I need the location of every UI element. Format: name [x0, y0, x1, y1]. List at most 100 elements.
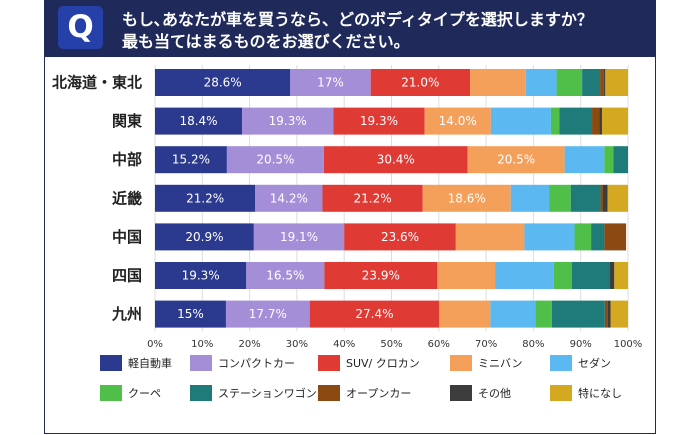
- legend-swatch: [550, 385, 572, 401]
- bar-segment: [290, 69, 371, 96]
- bar-segment: [155, 146, 227, 174]
- x-tick-labels: 0% 10% 20% 30% 40% 50% 60% 70% 80% 90% 100%: [147, 339, 642, 350]
- x-tick-label: 30%: [286, 339, 308, 350]
- category-label: 北海道・東北: [52, 74, 142, 92]
- bar-segment: [155, 223, 254, 251]
- bar-segment: [323, 146, 468, 174]
- legend-swatch: [450, 385, 472, 401]
- legend-label: その他: [478, 387, 511, 400]
- bar-segment: [556, 69, 583, 96]
- bar-segment: [155, 69, 291, 96]
- bar-segment: [455, 223, 525, 251]
- bar-segment: [535, 300, 552, 328]
- bar-segment: [604, 300, 608, 328]
- data-label: 21.2%: [354, 191, 392, 205]
- bar-segment: [525, 69, 557, 96]
- bar-segment: [604, 223, 627, 251]
- bar-segment: [599, 107, 602, 135]
- data-label: 20.9%: [185, 230, 223, 244]
- category-label: 近畿: [112, 189, 142, 207]
- question-text-line-1: もし､あなたが車を買うなら、どのボディタイプを選択しますか？: [122, 10, 593, 29]
- x-tick-label: 40%: [333, 339, 355, 350]
- question-header: [44, 0, 656, 57]
- data-label: 17%: [317, 76, 344, 90]
- bar-segment: [495, 262, 554, 289]
- bar-segment: [570, 184, 601, 212]
- bar-segment: [255, 184, 323, 212]
- bar-segment: [551, 300, 605, 328]
- data-label: 23.9%: [362, 269, 400, 283]
- bar-segment: [155, 184, 256, 212]
- bar-segment: [226, 146, 324, 174]
- data-label: 19.1%: [280, 230, 318, 244]
- bar-segment: [510, 184, 550, 212]
- legend-label: 特になし: [578, 386, 622, 400]
- legend-label: ステーションワゴン: [218, 386, 317, 400]
- bar-segment: [604, 146, 614, 174]
- data-label: 20.5%: [256, 153, 294, 167]
- legend-swatch: [190, 355, 212, 371]
- bar-segment: [490, 300, 536, 328]
- bar-segment: [155, 107, 243, 135]
- bar-segment: [559, 107, 593, 135]
- question-text-line-2: 最も当てはまるものをお選びください。: [122, 32, 410, 51]
- bar-segment: [591, 223, 605, 251]
- bar-segment: [571, 262, 611, 289]
- x-tick-label: 20%: [238, 339, 260, 350]
- bar-segment: [490, 107, 551, 135]
- bar-segment: [550, 107, 560, 135]
- x-tick-label: 90%: [570, 339, 592, 350]
- legend-swatch: [100, 385, 122, 401]
- data-label: 19.3%: [269, 114, 307, 128]
- bar-segment: [613, 146, 628, 174]
- legend-label: SUV/ クロカン: [346, 357, 420, 370]
- bar-segment: [246, 262, 325, 289]
- legend-swatch: [318, 355, 340, 371]
- bar-segment: [439, 300, 491, 328]
- bar-segment: [602, 184, 608, 212]
- data-label: 30.4%: [377, 153, 415, 167]
- bar-segment: [582, 69, 601, 96]
- legend-swatch: [550, 355, 572, 371]
- data-label: 18.4%: [179, 114, 217, 128]
- bar-segment: [600, 69, 604, 96]
- bar-segment: [574, 223, 592, 251]
- bar-segment: [225, 300, 310, 328]
- bar-segment: [553, 262, 572, 289]
- data-label: 19.3%: [360, 114, 398, 128]
- bar-segment: [603, 69, 606, 96]
- bar-segment: [564, 146, 605, 174]
- bar-segment: [333, 107, 425, 135]
- bar-segment: [524, 223, 575, 251]
- bar-segment: [549, 184, 571, 212]
- bar-segment: [309, 300, 440, 328]
- data-label: 16.5%: [266, 269, 304, 283]
- category-label: 九州: [111, 305, 142, 323]
- category-label: 中国: [112, 228, 142, 246]
- bar-segment: [467, 146, 565, 174]
- data-label: 20.5%: [497, 153, 535, 167]
- bar-segment: [437, 262, 496, 289]
- legend-swatch: [318, 385, 340, 401]
- x-tick-label: 70%: [475, 339, 497, 350]
- data-label: 14.0%: [439, 114, 477, 128]
- legend-label: オープンカー: [346, 387, 411, 400]
- x-tick-label: 100%: [614, 339, 643, 350]
- bar-segment: [592, 107, 600, 135]
- legend-label: セダン: [578, 356, 611, 370]
- bar-segment: [253, 223, 345, 251]
- legend-swatch: [100, 355, 122, 371]
- bar-segment: [607, 184, 628, 212]
- data-label: 14.2%: [270, 191, 308, 205]
- legend-label: コンパクトカー: [218, 357, 295, 370]
- bar-segment: [600, 184, 603, 212]
- bar-segment: [610, 300, 628, 328]
- bar-segment: [605, 69, 628, 96]
- bar-segment: [614, 262, 628, 289]
- bar-segment: [370, 69, 471, 96]
- bar-segment: [344, 223, 456, 251]
- data-label: 18.6%: [448, 191, 486, 205]
